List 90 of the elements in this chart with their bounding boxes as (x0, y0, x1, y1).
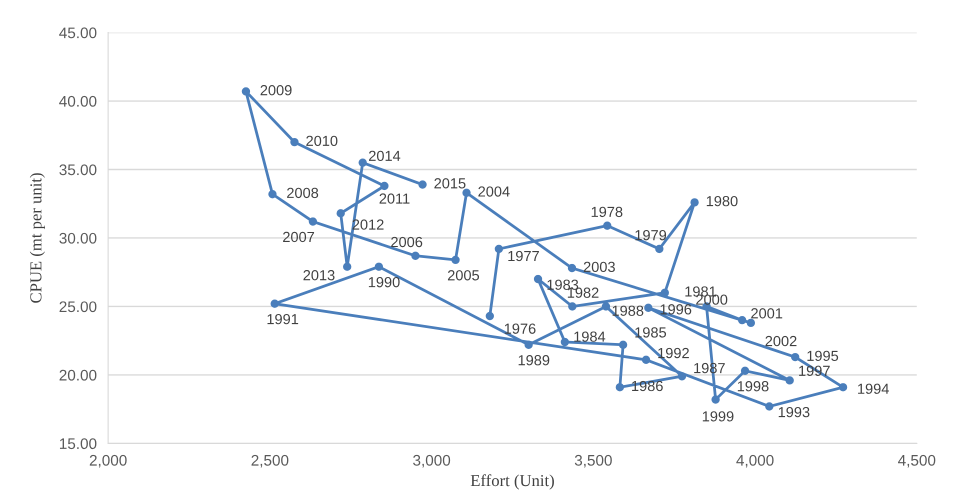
point (418, 180, 427, 189)
annotation: 2011 (380, 193, 410, 204)
x-tick-label: 2,500 (252, 454, 288, 468)
point (568, 302, 576, 311)
point (270, 300, 279, 308)
x-tick-label: 3,000 (413, 454, 450, 468)
point (791, 352, 800, 362)
annotation: 2013 (303, 270, 335, 280)
annotation: 1984 (574, 331, 606, 342)
point (486, 312, 494, 320)
annotation: 2005 (448, 270, 480, 280)
annotation: 2003 (584, 262, 615, 272)
y-tick-label: 45.00 (59, 27, 96, 38)
point (738, 316, 746, 324)
annotation: 1979 (635, 230, 666, 240)
annotation: 1982 (568, 288, 598, 298)
y-tick-label: 40.00 (59, 96, 96, 107)
annotation: 1991 (268, 314, 298, 324)
point (268, 190, 277, 198)
point (746, 318, 756, 328)
point (451, 256, 460, 264)
annotation: 2007 (283, 232, 314, 242)
point (602, 302, 610, 311)
point (603, 221, 612, 230)
point (618, 340, 628, 349)
annotation: 1983 (547, 280, 578, 290)
point (411, 252, 420, 260)
annotation: 1992 (658, 348, 689, 358)
x-tick-label: 4,500 (898, 454, 936, 468)
annotation: 1981 (685, 286, 716, 297)
annotation: 2015 (434, 178, 466, 188)
point (655, 244, 664, 254)
annotation: 1999 (702, 411, 734, 422)
point (374, 262, 384, 271)
point (290, 138, 299, 146)
annotation: 2008 (287, 188, 318, 198)
point (308, 217, 318, 226)
point (568, 264, 576, 272)
y-tick-label: 20.00 (60, 370, 96, 381)
point (740, 366, 750, 375)
annotation: 2014 (369, 150, 400, 162)
point (838, 383, 848, 392)
annotation: 1998 (738, 381, 769, 392)
annotation: 1986 (632, 380, 663, 392)
annotation: 1977 (508, 250, 539, 262)
annotation: 2006 (391, 236, 422, 248)
annotation: 2002 (765, 336, 796, 346)
x-tick-label: 3,500 (574, 454, 612, 468)
point (534, 274, 542, 284)
x-axis-title: Effort (Unit) (470, 474, 554, 490)
annotation: 1995 (807, 350, 838, 362)
y-tick-label: 35.00 (59, 164, 96, 176)
annotation: 1988 (612, 306, 644, 316)
x-tick-label: 2,000 (90, 454, 127, 468)
annotation: 1985 (635, 327, 666, 338)
point (642, 356, 650, 364)
point (336, 209, 345, 218)
point (644, 304, 652, 312)
annotation: 1990 (368, 276, 400, 288)
point (524, 340, 533, 349)
point (711, 395, 720, 404)
point (560, 338, 570, 346)
y-tick-label: 30.00 (59, 232, 96, 244)
point (690, 198, 699, 207)
annotation: 1994 (858, 384, 889, 394)
point (358, 158, 367, 167)
point (786, 376, 794, 385)
point (616, 383, 624, 392)
annotation: 2001 (751, 308, 782, 318)
point (380, 182, 389, 190)
point (343, 262, 352, 271)
y-tick-label: 15.00 (60, 438, 96, 450)
annotation: 2004 (478, 186, 510, 197)
point (765, 402, 774, 411)
annotation: 1993 (778, 406, 810, 418)
annotation: 1976 (504, 324, 536, 334)
y-tick-label: 25.00 (60, 301, 96, 312)
annotation: 1996 (660, 304, 692, 315)
x-tick-label: 4,000 (736, 454, 774, 468)
annotation: 1980 (706, 196, 738, 206)
point (242, 87, 250, 96)
point (660, 288, 669, 297)
point (462, 188, 471, 197)
y-axis-title: CPUE (mt per unit) (30, 173, 45, 303)
annotation: 2010 (306, 136, 338, 146)
point (678, 372, 686, 380)
annotation: 1989 (518, 355, 550, 366)
annotation: 1978 (592, 206, 622, 218)
point (494, 244, 504, 254)
annotation: 2009 (260, 85, 292, 96)
